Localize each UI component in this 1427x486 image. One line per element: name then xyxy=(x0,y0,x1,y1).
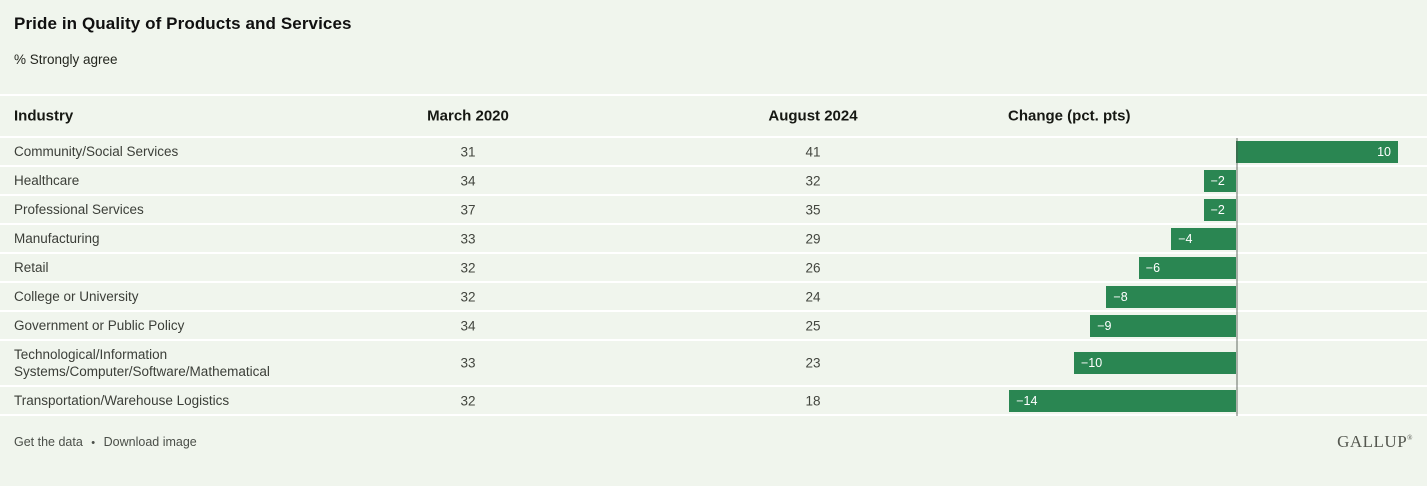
change-bar-label: 10 xyxy=(1377,144,1391,159)
industry-cell: Professional Services xyxy=(14,202,144,217)
industry-cell: Manufacturing xyxy=(14,231,100,246)
august-value: 41 xyxy=(805,144,821,159)
chart-subtitle: % Strongly agree xyxy=(14,52,118,67)
change-bar: 10 xyxy=(1236,140,1398,163)
march-value: 33 xyxy=(460,231,476,246)
august-value: 25 xyxy=(805,318,821,333)
august-value: 23 xyxy=(805,355,821,371)
change-bar-label: −2 xyxy=(1210,173,1225,188)
march-value: 32 xyxy=(460,289,476,304)
download-image-link[interactable]: Download image xyxy=(103,434,197,449)
table-row: Manufacturing 33 29 −4 xyxy=(0,225,1427,254)
gallup-logo: GALLUP® xyxy=(1337,433,1413,450)
august-value: 29 xyxy=(805,231,821,246)
change-bar: −9 xyxy=(1090,314,1236,337)
table-row: Community/Social Services 31 41 10 xyxy=(0,138,1427,167)
change-bar-label: −6 xyxy=(1145,260,1161,275)
march-value: 37 xyxy=(460,202,476,217)
industry-cell: Technological/Information Systems/Comput… xyxy=(14,347,270,379)
industry-cell: Healthcare xyxy=(14,173,80,188)
change-bar: −14 xyxy=(1009,389,1236,412)
march-value: 31 xyxy=(460,144,476,159)
march-value: 34 xyxy=(460,173,476,188)
footer: Get the data • Download image GALLUP® xyxy=(0,433,1427,450)
column-header-change: Change (pct. pts) xyxy=(1008,107,1131,125)
table-row: Technological/Information Systems/Comput… xyxy=(0,341,1427,387)
change-bar-label: −10 xyxy=(1081,356,1103,370)
get-the-data-link[interactable]: Get the data xyxy=(14,434,83,449)
change-bar-label: −4 xyxy=(1178,231,1193,246)
table-body: Community/Social Services 31 41 10 Healt… xyxy=(0,138,1427,416)
march-value: 32 xyxy=(460,260,476,275)
change-bar: −6 xyxy=(1138,256,1236,279)
change-bar: −2 xyxy=(1203,169,1236,192)
industry-cell: Government or Public Policy xyxy=(14,318,185,333)
august-value: 26 xyxy=(805,260,821,275)
change-bar: −2 xyxy=(1203,198,1236,221)
change-bar-label: −9 xyxy=(1097,318,1112,333)
industry-table: Industry March 2020 August 2024 Change (… xyxy=(0,94,1427,416)
august-value: 18 xyxy=(805,393,821,408)
industry-cell: Transportation/Warehouse Logistics xyxy=(14,393,230,408)
change-bar: −10 xyxy=(1074,352,1236,374)
table-row: Government or Public Policy 34 25 −9 xyxy=(0,312,1427,341)
change-bar: −4 xyxy=(1171,227,1236,250)
footer-links: Get the data • Download image xyxy=(14,435,197,449)
column-header-industry: Industry xyxy=(14,107,74,125)
column-header-march-2020: March 2020 xyxy=(427,107,509,125)
march-value: 33 xyxy=(460,355,476,371)
march-value: 32 xyxy=(460,393,476,408)
table-row: Transportation/Warehouse Logistics 32 18… xyxy=(0,387,1427,416)
industry-cell: Retail xyxy=(14,260,49,275)
change-bar: −8 xyxy=(1106,285,1236,308)
august-value: 32 xyxy=(805,173,821,188)
industry-cell: Community/Social Services xyxy=(14,144,179,159)
chart-title: Pride in Quality of Products and Service… xyxy=(14,14,352,33)
change-bar-label: −2 xyxy=(1210,202,1225,217)
zero-baseline-line xyxy=(1236,138,1238,416)
august-value: 35 xyxy=(805,202,821,217)
industry-cell: College or University xyxy=(14,289,139,304)
table-row: Retail 32 26 −6 xyxy=(0,254,1427,283)
table-row: Healthcare 34 32 −2 xyxy=(0,167,1427,196)
change-bar-label: −8 xyxy=(1113,289,1128,304)
table-header-row: Industry March 2020 August 2024 Change (… xyxy=(0,94,1427,138)
footer-separator-bullet: • xyxy=(91,436,96,449)
march-value: 34 xyxy=(460,318,476,333)
table-row: Professional Services 37 35 −2 xyxy=(0,196,1427,225)
august-value: 24 xyxy=(805,289,821,304)
column-header-august-2024: August 2024 xyxy=(768,107,858,125)
registered-mark: ® xyxy=(1407,434,1413,442)
change-bar-label: −14 xyxy=(1016,393,1038,408)
table-row: College or University 32 24 −8 xyxy=(0,283,1427,312)
gallup-wordmark: GALLUP xyxy=(1337,432,1408,451)
